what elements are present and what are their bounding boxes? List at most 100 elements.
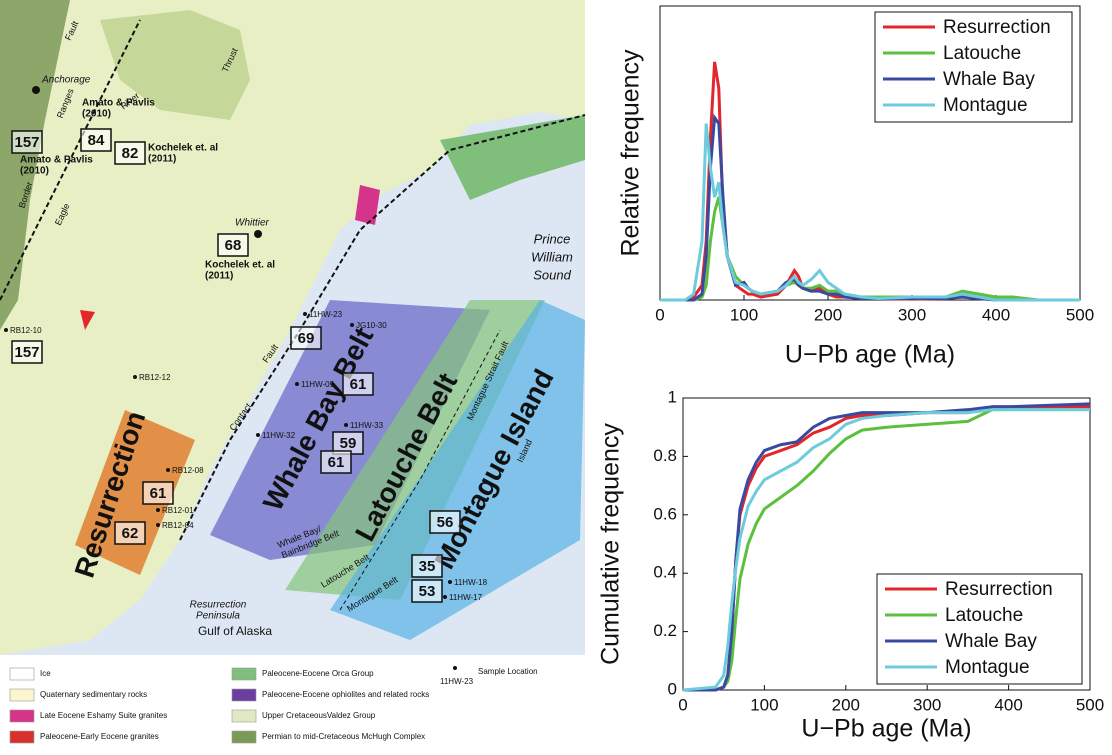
place-label: Peninsula (196, 611, 240, 622)
age-label: 59 (340, 435, 357, 452)
legend-label: Whale Bay (945, 631, 1037, 652)
sample-dot (256, 433, 260, 437)
age-label: 53 (419, 583, 436, 600)
y-tick-label: 0.2 (653, 621, 677, 640)
age-label: 68 (225, 237, 242, 254)
age-label: 62 (122, 525, 139, 542)
place-dot (32, 86, 40, 94)
sample-dot (344, 423, 348, 427)
legend-sample-dot (453, 666, 457, 670)
place-label: Whittier (235, 218, 270, 229)
y-tick-label: 1 (668, 387, 677, 406)
legend-label: Permian to mid-Cretaceous McHugh Complex (262, 732, 425, 741)
legend-label: Resurrection (943, 17, 1051, 38)
age-label: 61 (328, 454, 345, 471)
place-label: Resurrection (190, 600, 247, 611)
legend-label: Latouche (945, 605, 1023, 626)
x-tick-label: 0 (655, 305, 664, 324)
place-label: Gulf of Alaska (198, 624, 272, 638)
sample-dot (156, 508, 160, 512)
age-label: 157 (14, 344, 39, 361)
sample-dot (303, 312, 307, 316)
sample-dot (4, 328, 8, 332)
citation-label: (2011) (205, 271, 233, 282)
age-label: 61 (350, 376, 367, 393)
sample-label: 11HW-18 (454, 578, 488, 587)
legend-label: Paleocene-Early Eocene granites (40, 732, 159, 741)
legend-label: Whale Bay (943, 69, 1035, 90)
legend-swatch (10, 731, 34, 743)
sample-label: RB12-12 (139, 373, 171, 382)
x-tick-label: 200 (814, 305, 842, 324)
citation-label: Kochelek et. al (148, 143, 218, 154)
age-label: 56 (437, 514, 454, 531)
legend-label: Paleocene-Eocene ophiolites and related … (262, 690, 429, 699)
y-tick-label: 0 (668, 679, 677, 698)
legend-swatch (232, 689, 256, 701)
age-label: 35 (419, 558, 436, 575)
age-label: 61 (150, 485, 167, 502)
citation-label: (2010) (82, 109, 111, 120)
citation-label: Amato & Pavlis (20, 155, 93, 166)
citation-label: (2011) (148, 154, 176, 165)
y-tick-label: 0.6 (653, 504, 677, 523)
citation-label: (2010) (20, 166, 49, 177)
sample-label: RB12-01 (162, 506, 194, 515)
sample-dot (350, 323, 354, 327)
x-tick-label: 500 (1076, 695, 1104, 714)
legend-label: Montague (943, 95, 1028, 116)
sample-label: 11HW-17 (449, 593, 483, 602)
figure: Anchorage Whittier Prince William Sound Resur… (0, 0, 1112, 755)
age-label: 157 (14, 134, 39, 151)
x-tick-label: 400 (994, 695, 1022, 714)
legend-label: Resurrection (945, 579, 1053, 600)
legend-swatch (10, 668, 34, 680)
sample-label: RB12-08 (172, 466, 204, 475)
place-label: Sound (533, 267, 571, 282)
sample-dot (166, 468, 170, 472)
sample-dot (295, 382, 299, 386)
sample-label: RB12-10 (10, 326, 42, 335)
y-axis-label: Relative frequency (617, 49, 645, 257)
place-label: Prince (534, 231, 571, 246)
x-tick-label: 300 (898, 305, 926, 324)
legend-label: Upper CretaceousValdez Group (262, 711, 376, 720)
age-label: 82 (122, 145, 139, 162)
legend-sample-label: Sample Location (478, 667, 538, 676)
sample-dot (443, 595, 447, 599)
legend-swatch (232, 710, 256, 722)
x-axis-label: U−Pb age (Ma) (785, 341, 955, 369)
legend-swatch (10, 689, 34, 701)
citation-label: Kochelek et. al (205, 260, 275, 271)
place-label: Anchorage (41, 75, 91, 86)
charts: 0100200300400500U−Pb age (Ma)Relative fr… (597, 6, 1105, 743)
legend-label: Late Eocene Eshamy Suite granites (40, 711, 167, 720)
legend-label: Ice (40, 669, 51, 678)
legend-label: Quaternary sedimentary rocks (40, 690, 147, 699)
legend-label: Paleocene-Eocene Orca Group (262, 669, 374, 678)
legend-swatch (232, 731, 256, 743)
legend-sample-example: 11HW-23 (440, 677, 474, 686)
legend-label: Latouche (943, 43, 1021, 64)
sample-label: 11HW-32 (262, 431, 296, 440)
legend-swatch (10, 710, 34, 722)
citation-label: Amato & Pavlis (82, 98, 155, 109)
sample-dot (133, 375, 137, 379)
sample-label: 11HW-33 (350, 421, 384, 430)
age-label: 69 (298, 330, 315, 347)
sample-label: 11HW-23 (309, 310, 343, 319)
age-label: 84 (88, 132, 105, 149)
legend-swatch (232, 668, 256, 680)
y-tick-label: 0.8 (653, 446, 677, 465)
x-tick-label: 100 (750, 695, 778, 714)
x-tick-label: 500 (1066, 305, 1094, 324)
sample-dot (448, 580, 452, 584)
y-axis-label: Cumulative frequency (597, 423, 625, 665)
sample-dot (156, 523, 160, 527)
x-axis-label: U−Pb age (Ma) (801, 715, 971, 743)
legend-label: Montague (945, 657, 1030, 678)
place-label: William (531, 249, 573, 264)
sample-label: 11HW-09 (301, 380, 335, 389)
x-tick-label: 0 (678, 695, 687, 714)
x-tick-label: 100 (730, 305, 758, 324)
